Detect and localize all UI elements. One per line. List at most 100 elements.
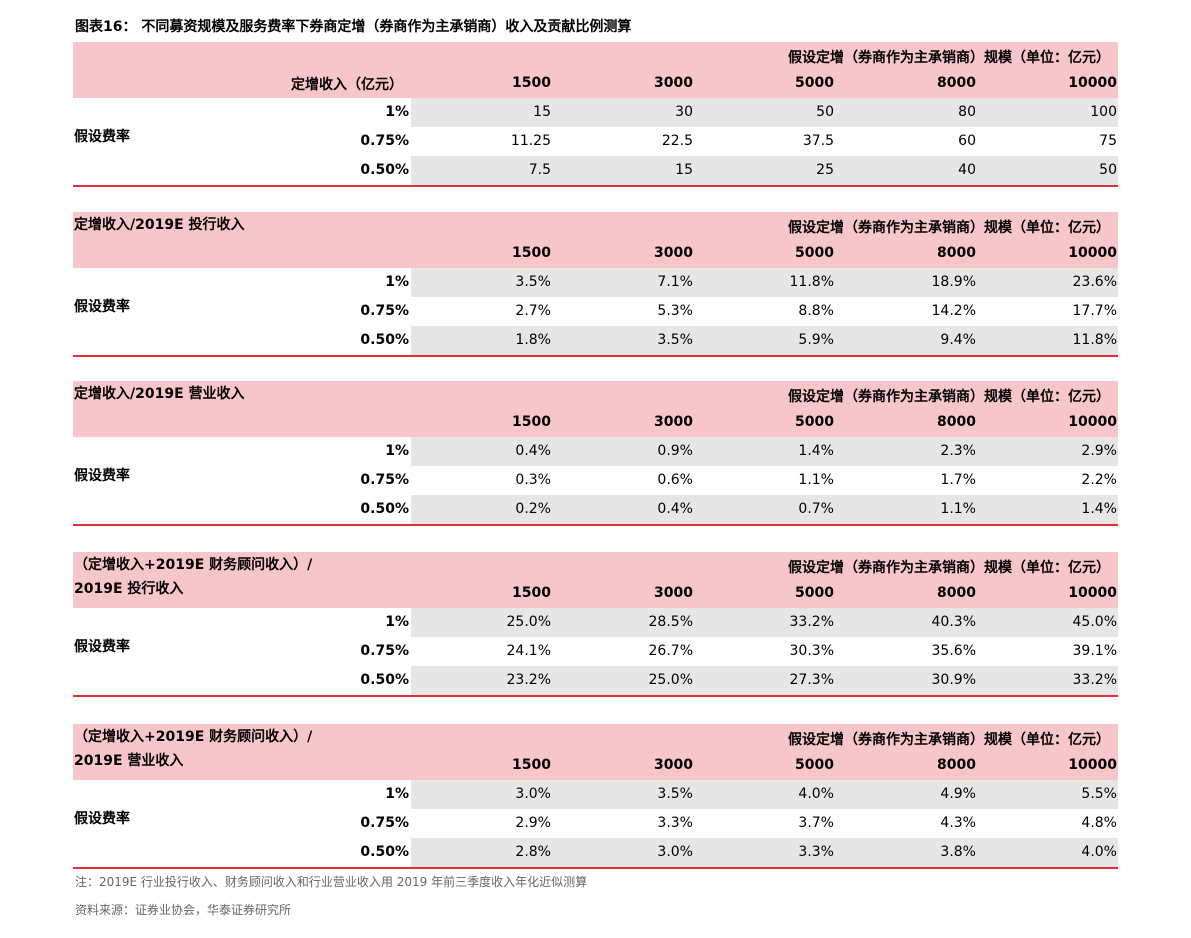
row-bg <box>411 780 1118 809</box>
rule <box>73 355 1118 357</box>
scale-header: 假设定增（券商作为主承销商）规模（单位：亿元） <box>788 732 1110 748</box>
header-bg <box>73 212 1118 268</box>
rule <box>73 867 1118 869</box>
column-header: 3000 <box>654 757 693 773</box>
cell: 28.5% <box>648 614 693 630</box>
cell: 4.3% <box>940 815 976 831</box>
cell: 0.4% <box>657 501 693 517</box>
column-header: 8000 <box>937 757 976 773</box>
group-label: 假设费率 <box>74 467 130 484</box>
rate: 0.75% <box>360 815 409 831</box>
column-header: 10000 <box>1068 757 1117 773</box>
cell: 1.1% <box>940 501 976 517</box>
rate: 1% <box>385 614 409 630</box>
cell: 0.3% <box>515 472 551 488</box>
cell: 25.0% <box>506 614 551 630</box>
table-label: 2019E 营业收入 <box>74 753 184 769</box>
title: 图表16： 不同募资规模及服务费率下券商定增（券商作为主承销商）收入及贡献比例测… <box>75 19 632 35</box>
column-header: 5000 <box>795 245 834 261</box>
cell: 1.1% <box>798 472 834 488</box>
column-header: 10000 <box>1068 245 1117 261</box>
row-bg <box>411 437 1118 466</box>
header-bg <box>73 381 1118 437</box>
note: 注：2019E 行业投行收入、财务顾问收入和行业营业收入用 2019 年前三季度… <box>75 875 588 889</box>
cell: 1.8% <box>515 332 551 348</box>
cell: 17.7% <box>1072 303 1117 319</box>
cell: 30.9% <box>931 672 976 688</box>
cell: 0.6% <box>657 472 693 488</box>
cell: 1.4% <box>1081 501 1117 517</box>
cell: 30 <box>675 104 693 120</box>
cell: 33.2% <box>789 614 834 630</box>
scale-header: 假设定增（券商作为主承销商）规模（单位：亿元） <box>788 50 1110 66</box>
cell: 60 <box>958 133 976 149</box>
rate: 0.50% <box>360 332 409 348</box>
group-label: 假设费率 <box>74 298 130 315</box>
cell: 5.3% <box>657 303 693 319</box>
cell: 0.7% <box>798 501 834 517</box>
rate: 0.50% <box>360 501 409 517</box>
cell: 5.5% <box>1081 786 1117 802</box>
rate: 0.75% <box>360 303 409 319</box>
rate: 0.75% <box>360 472 409 488</box>
table-label: 定增收入/2019E 营业收入 <box>74 386 245 402</box>
cell: 40 <box>958 162 976 178</box>
column-header: 1500 <box>512 585 551 601</box>
column-header: 3000 <box>654 245 693 261</box>
row-bg <box>411 495 1118 524</box>
column-header: 8000 <box>937 585 976 601</box>
table-label: （定增收入+2019E 财务顾问收入）/ <box>74 557 313 573</box>
column-header: 5000 <box>795 414 834 430</box>
cell: 7.1% <box>657 274 693 290</box>
cell: 0.4% <box>515 443 551 459</box>
rate: 1% <box>385 786 409 802</box>
cell: 1.4% <box>798 443 834 459</box>
cell: 35.6% <box>931 643 976 659</box>
cell: 11.25 <box>510 133 551 149</box>
cell: 3.3% <box>657 815 693 831</box>
cell: 4.0% <box>798 786 834 802</box>
row-bg <box>411 608 1118 637</box>
scale-header: 假设定增（券商作为主承销商）规模（单位：亿元） <box>788 560 1110 576</box>
cell: 22.5 <box>661 133 693 149</box>
rate: 1% <box>385 104 409 120</box>
header-bg <box>73 552 1118 608</box>
cell: 24.1% <box>506 643 551 659</box>
cell: 0.9% <box>657 443 693 459</box>
cell: 2.3% <box>940 443 976 459</box>
cell: 33.2% <box>1072 672 1117 688</box>
rule <box>73 524 1118 526</box>
cell: 4.0% <box>1081 844 1117 860</box>
cell: 18.9% <box>931 274 976 290</box>
cell: 30.3% <box>789 643 834 659</box>
cell: 0.2% <box>515 501 551 517</box>
cell: 3.0% <box>657 844 693 860</box>
cell: 2.2% <box>1081 472 1117 488</box>
column-header: 3000 <box>654 585 693 601</box>
scale-header: 假设定增（券商作为主承销商）规模（单位：亿元） <box>788 220 1110 236</box>
header-bg <box>73 724 1118 780</box>
cell: 2.8% <box>515 844 551 860</box>
cell: 8.8% <box>798 303 834 319</box>
column-header: 5000 <box>795 757 834 773</box>
cell: 3.3% <box>798 844 834 860</box>
cell: 27.3% <box>789 672 834 688</box>
cell: 2.9% <box>1081 443 1117 459</box>
column-header: 10000 <box>1068 585 1117 601</box>
table-label: 定增收入/2019E 投行收入 <box>74 217 245 233</box>
rate: 0.75% <box>360 133 409 149</box>
group-label: 假设费率 <box>74 128 130 145</box>
column-header: 5000 <box>795 585 834 601</box>
cell: 26.7% <box>648 643 693 659</box>
cell: 11.8% <box>789 274 834 290</box>
row-bg <box>411 156 1118 185</box>
corner-label: 定增收入（亿元） <box>291 77 403 93</box>
cell: 39.1% <box>1072 643 1117 659</box>
cell: 11.8% <box>1072 332 1117 348</box>
cell: 25 <box>816 162 834 178</box>
column-header: 5000 <box>795 75 834 91</box>
row-bg <box>411 98 1118 127</box>
cell: 4.8% <box>1081 815 1117 831</box>
row-bg <box>411 268 1118 297</box>
